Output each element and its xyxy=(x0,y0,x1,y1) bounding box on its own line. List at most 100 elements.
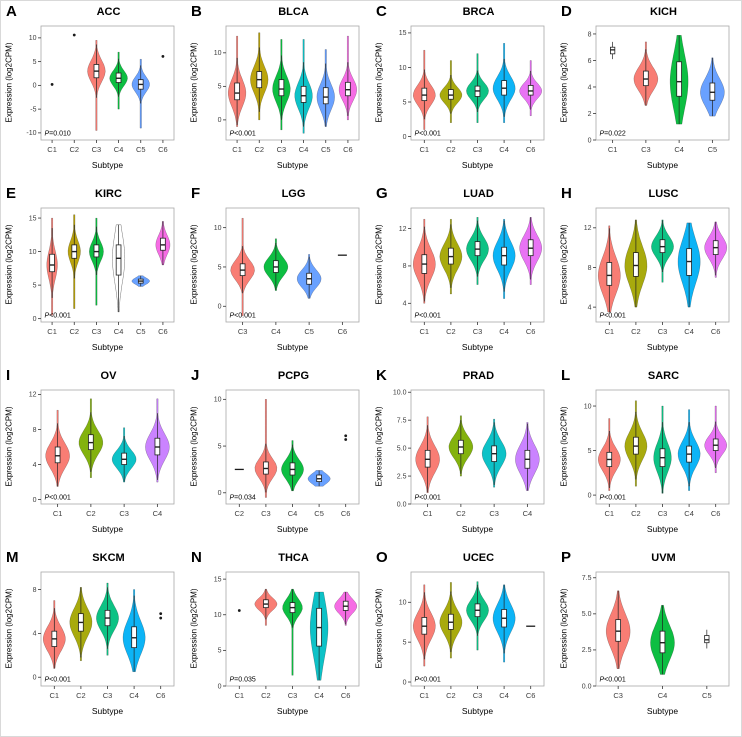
x-axis-label: Subtype xyxy=(92,524,123,534)
panel-body-ucec: Expression (log2CPM) 0 5 10 C1 C2 C3 C4 C6 P<0.00… xyxy=(375,568,556,718)
y-tick-label: -5 xyxy=(30,106,36,113)
panel-body-thca: Expression (log2CPM) 0 5 10 15 C1 C2 C3 C4 C6 P=0.… xyxy=(190,568,371,718)
y-tick-label: 5 xyxy=(403,639,407,646)
x-tick-label: C3 xyxy=(119,509,129,518)
y-tick-label: 10 xyxy=(29,35,37,42)
y-tick-label: 15 xyxy=(399,30,407,37)
y-tick-label: 6 xyxy=(588,58,592,65)
y-tick-label: 4 xyxy=(588,304,592,311)
x-tick-label: C3 xyxy=(473,327,483,336)
x-tick-label: C1 xyxy=(50,691,60,700)
x-tick-label: C1 xyxy=(605,327,615,336)
point-C6 xyxy=(159,616,163,620)
panel-header-pcpg: J PCPG xyxy=(186,367,371,386)
y-tick-label: 5.0 xyxy=(397,445,407,452)
y-tick-label: 10 xyxy=(214,225,222,232)
y-tick-label: 5 xyxy=(33,282,37,289)
p-value-label: P<0.001 xyxy=(415,313,441,320)
x-tick-label: C2 xyxy=(254,145,264,154)
violin-plot-pcpg: 0 5 10 C2 C3 C4 C5 C6 P=0.034 Subtype xyxy=(214,389,360,534)
panel-header-uvm: P UVM xyxy=(556,549,741,568)
x-axis-label: Subtype xyxy=(92,342,123,352)
y-tick-label: 0 xyxy=(403,134,407,141)
panel-ucec: O UCEC Expression (log2CPM) 0 5 10 C1 C2 C3 C4 C6 P… xyxy=(371,549,556,732)
y-axis-label: Expression (log2CPM) xyxy=(559,224,569,305)
panel-kirc: E KIRC Expression (log2CPM) 0 5 10 15 C1 C2 C3 C4 C… xyxy=(1,185,186,368)
panel-skcm: M SKCM Expression (log2CPM) 0 4 8 C1 C2 C3 C4 C6 P<… xyxy=(1,549,186,732)
p-value-label: P<0.001 xyxy=(600,313,626,320)
x-tick-label: C1 xyxy=(53,509,63,518)
panel-body-blca: Expression (log2CPM) 0 5 10 C1 C2 C3 C4 C5 C6 P<0.… xyxy=(190,22,371,172)
point-C1 xyxy=(237,609,241,612)
violin-plot-kirc: 0 5 10 15 C1 C2 C3 C4 C5 C6 P<0.001 Subtype xyxy=(29,207,175,352)
plot-border xyxy=(225,207,360,323)
violin-plot-blca: 0 5 10 C1 C2 C3 C4 C5 C6 P<0.001 Subtype xyxy=(214,25,360,170)
x-tick-label: C3 xyxy=(277,145,287,154)
x-axis-label: Subtype xyxy=(647,160,678,170)
y-tick-label: 12 xyxy=(29,392,37,399)
panel-letter-sarc: L xyxy=(561,367,571,384)
y-tick-label: 5.0 xyxy=(582,611,592,618)
y-tick-label: 0 xyxy=(218,117,222,124)
panel-title-lusc: LUSC xyxy=(648,188,679,200)
boxplot-C5 xyxy=(322,87,329,105)
boxplot-C1 xyxy=(54,446,61,464)
panel-header-thca: N THCA xyxy=(186,549,371,568)
panel-header-lusc: H LUSC xyxy=(556,185,741,204)
panel-header-kich: D KICH xyxy=(556,3,741,22)
y-tick-label: 5 xyxy=(218,84,222,91)
y-tick-label: 5 xyxy=(218,264,222,271)
x-tick-label: C3 xyxy=(288,691,298,700)
x-tick-label: C1 xyxy=(232,145,242,154)
panel-lgg: F LGG Expression (log2CPM) 0 5 10 C3 C4 C5 C6 P<0.… xyxy=(186,185,371,368)
x-tick-label: C4 xyxy=(114,327,124,336)
panel-body-luad: Expression (log2CPM) 4 8 12 C1 C2 C3 C4 C6 P<0.00… xyxy=(375,204,556,354)
panel-brca: C BRCA Expression (log2CPM) 0 5 10 15 C1 C2 C3 C4 C… xyxy=(371,3,556,186)
panel-body-kich: Expression (log2CPM) 0 2 4 6 8 C1 C3 C4 C5 P=0.022… xyxy=(560,22,741,172)
panel-luad: G LUAD Expression (log2CPM) 4 8 12 C1 C2 C3 C4 C6 P… xyxy=(371,185,556,368)
boxplot-C5 xyxy=(704,635,710,644)
y-tick-label: 15 xyxy=(214,576,222,583)
x-tick-label: C5 xyxy=(314,509,324,518)
x-axis-label: Subtype xyxy=(277,342,308,352)
y-tick-label: 0.0 xyxy=(582,683,592,690)
plot-border xyxy=(40,207,175,323)
x-tick-label: C5 xyxy=(136,145,146,154)
panel-header-kirc: E KIRC xyxy=(1,185,186,204)
y-tick-label: 0 xyxy=(33,675,37,682)
panel-body-lusc: Expression (log2CPM) 4 8 12 C1 C2 C3 C4 C6 P<0.00… xyxy=(560,204,741,354)
x-tick-label: C1 xyxy=(605,509,615,518)
x-tick-label: C3 xyxy=(103,691,113,700)
x-tick-label: C4 xyxy=(658,691,668,700)
panel-acc: A ACC Expression (log2CPM) -10 -5 0 5 10 C1 C2 C3 C… xyxy=(1,3,186,186)
x-tick-label: C2 xyxy=(456,509,466,518)
point-C6 xyxy=(161,55,165,58)
x-axis-label: Subtype xyxy=(462,342,493,352)
x-tick-label: C6 xyxy=(526,327,536,336)
x-tick-label: C4 xyxy=(499,145,509,154)
p-value-label: P=0.022 xyxy=(600,131,626,138)
y-tick-label: 2.5 xyxy=(582,647,592,654)
panel-letter-skcm: M xyxy=(6,549,19,566)
y-tick-label: 0 xyxy=(588,137,592,144)
y-tick-label: 8 xyxy=(33,587,37,594)
y-axis-label: Expression (log2CPM) xyxy=(374,406,384,487)
x-tick-label: C6 xyxy=(341,509,351,518)
point-C6 xyxy=(344,434,348,438)
panel-header-luad: G LUAD xyxy=(371,185,556,204)
panel-letter-kirc: E xyxy=(6,185,17,202)
panel-uvm: P UVM Expression (log2CPM) 0.0 2.5 5.0 7.5 C3 C4… xyxy=(556,549,741,732)
y-axis-label: Expression (log2CPM) xyxy=(189,42,199,123)
panel-header-brca: C BRCA xyxy=(371,3,556,22)
panel-title-prad: PRAD xyxy=(462,370,495,382)
panel-title-luad: LUAD xyxy=(463,188,494,200)
boxplot-C1 xyxy=(610,46,616,55)
y-tick-label: 0 xyxy=(33,497,37,504)
y-tick-label: -10 xyxy=(26,130,36,137)
panel-title-ov: OV xyxy=(100,370,117,382)
violin-plot-ucec: 0 5 10 C1 C2 C3 C4 C6 P<0.001 Subtype xyxy=(399,571,545,716)
x-tick-label: C3 xyxy=(613,691,623,700)
x-tick-label: C4 xyxy=(674,145,684,154)
y-tick-label: 4 xyxy=(588,84,592,91)
